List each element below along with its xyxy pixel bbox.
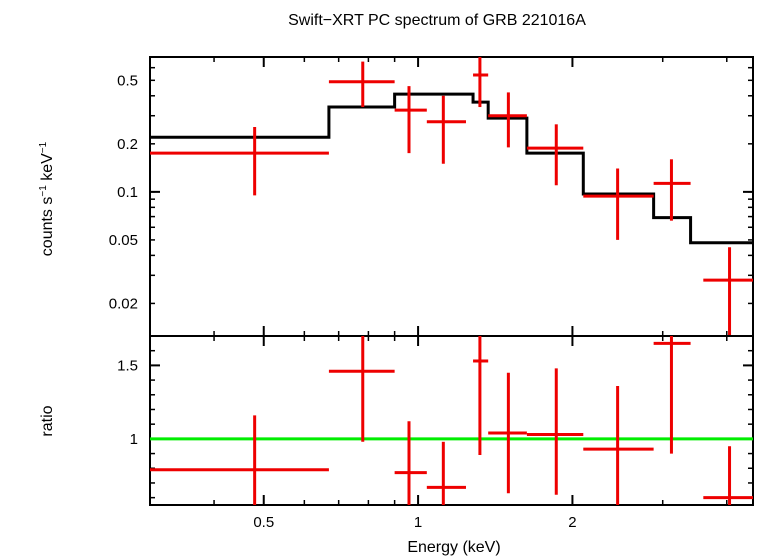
y-tick-label: 0.2	[117, 136, 138, 153]
data-point	[653, 336, 691, 454]
ratio-frame	[149, 335, 754, 506]
data-point	[328, 61, 395, 108]
data-point	[526, 124, 584, 186]
data-point	[583, 168, 654, 240]
y-axis-label-exp1: −1	[38, 185, 49, 197]
x-tick-label: 1	[414, 514, 422, 531]
data-point	[328, 336, 395, 442]
data-point	[426, 95, 466, 164]
spectrum-marks	[150, 57, 753, 336]
x-tick-label: 2	[568, 514, 576, 531]
y-tick-label: 0.5	[117, 72, 138, 89]
ratio-marks	[150, 336, 753, 505]
chart-title: Swift−XRT PC spectrum of GRB 221016A	[288, 12, 586, 29]
y-tick-label: 1.5	[117, 357, 138, 374]
y-axis-label-ratio: ratio	[39, 405, 56, 436]
data-point	[394, 86, 427, 154]
data-point	[703, 446, 753, 505]
data-point	[703, 247, 753, 336]
x-axis-label: Energy (keV)	[407, 539, 500, 556]
y-tick-label: 0.1	[117, 184, 138, 201]
y-axis-label-exp2: −1	[38, 141, 49, 153]
spectrum-panel: 0.5 0.2 0.1 0.05 0.02	[109, 56, 754, 337]
data-point	[488, 372, 527, 494]
data-point	[526, 368, 584, 495]
data-point	[150, 415, 329, 505]
y-axis-label-main: counts s	[39, 197, 56, 257]
data-point	[653, 159, 691, 221]
y-tick-label: 0.05	[109, 232, 138, 249]
y-tick-label: 1	[130, 431, 138, 448]
ratio-panel: 1.5 1 0.5 1 2	[117, 335, 754, 531]
y-axis-label-mid: keV	[39, 153, 56, 185]
y-tick-label: 0.02	[109, 295, 138, 312]
data-point	[473, 336, 489, 456]
data-point	[150, 126, 329, 196]
data-point	[473, 57, 489, 108]
x-tick-label: 0.5	[253, 514, 274, 531]
spectrum-frame	[149, 56, 754, 337]
model-step-line	[150, 92, 753, 245]
data-point	[394, 421, 427, 505]
data-point	[583, 385, 654, 505]
data-point	[488, 92, 527, 148]
data-point	[426, 441, 466, 505]
y-axis-label-spectrum: counts s−1 keV−1	[38, 141, 56, 256]
